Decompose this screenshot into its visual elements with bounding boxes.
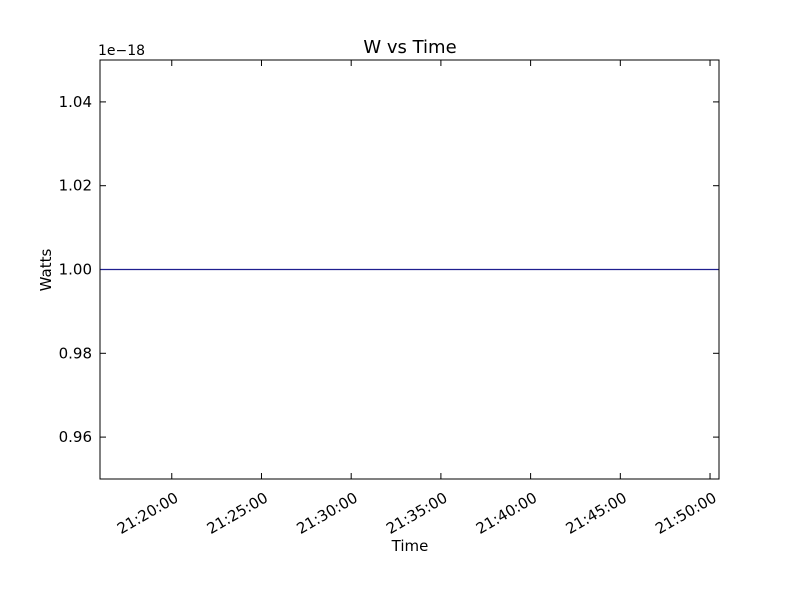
- y-axis-offset-label: 1e−18: [98, 43, 145, 59]
- plot-area-frame: [99, 59, 720, 480]
- x-tick-label: 21:35:00: [383, 489, 450, 538]
- x-tick-label: 21:25:00: [204, 489, 271, 538]
- y-axis-ticks: 0.96 0.98 1.00 1.02 1.04: [59, 93, 719, 446]
- x-tick-label: 21:50:00: [652, 489, 719, 538]
- x-axis-ticks: 21:20:00 21:25:00 21:30:00 21:35:00 21:40:00…: [114, 60, 720, 538]
- y-tick-label: 1.00: [59, 261, 92, 279]
- chart-title: W vs Time: [363, 37, 456, 58]
- y-axis-label: Watts: [37, 249, 55, 292]
- y-tick-label: 1.04: [59, 93, 92, 111]
- x-tick-label: 21:30:00: [293, 489, 360, 538]
- x-tick-label: 21:20:00: [114, 489, 181, 538]
- y-tick-label: 0.96: [59, 428, 92, 446]
- x-axis-label: Time: [391, 537, 429, 555]
- y-tick-label: 1.02: [59, 177, 92, 195]
- x-tick-label: 21:45:00: [563, 489, 630, 538]
- y-tick-label: 0.98: [59, 344, 92, 362]
- x-tick-label: 21:40:00: [473, 489, 540, 538]
